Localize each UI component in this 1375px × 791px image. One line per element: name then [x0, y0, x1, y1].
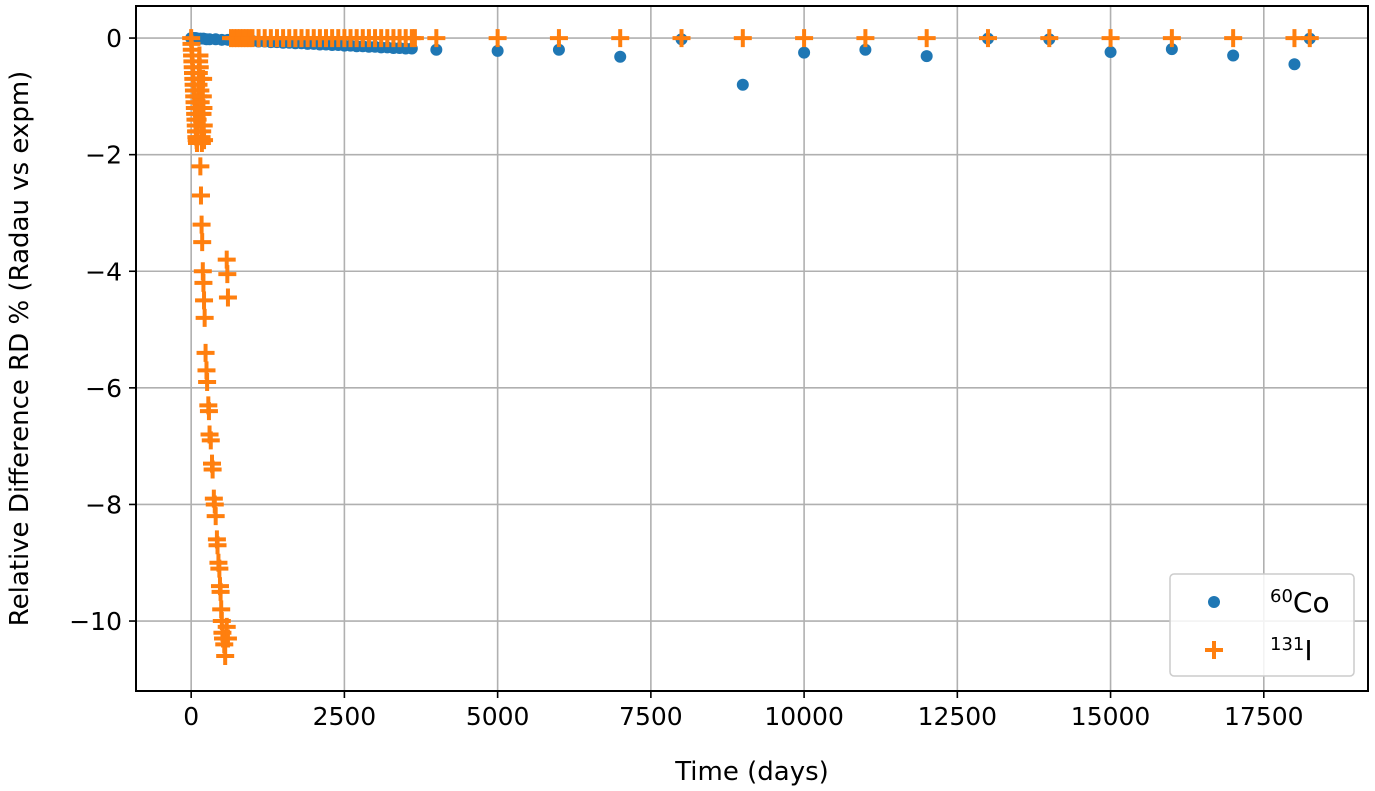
x-tick-label: 0	[183, 702, 199, 731]
legend-label-co60: 60Co	[1270, 586, 1330, 619]
data-points	[182, 29, 1319, 666]
x-tick-label: 15000	[1071, 702, 1151, 731]
y-tick-label: −4	[85, 257, 122, 286]
i131-point	[405, 29, 424, 48]
i131-point	[194, 273, 213, 292]
axes-frame	[135, 5, 1369, 692]
y-axis-label: Relative Difference RD % (Radau vs expm)	[5, 71, 35, 627]
i131-point	[206, 507, 225, 526]
i131-point	[193, 233, 212, 252]
i131-point	[1101, 29, 1120, 48]
x-tick-label: 10000	[764, 702, 844, 731]
i131-point	[196, 343, 215, 362]
i131-point	[549, 29, 568, 48]
ticks: 0 2500 5000 7500 10000 12500 15000 17500 0 −2 −4 −6…	[69, 24, 1303, 731]
y-tick-label: −2	[85, 141, 122, 170]
legend-marker-co60	[1208, 596, 1220, 608]
i131-point	[195, 291, 214, 310]
i131-point	[917, 29, 936, 48]
i131-point	[1224, 29, 1243, 48]
co60-point	[614, 50, 627, 63]
co60-point	[798, 46, 811, 59]
i131-point	[1162, 29, 1181, 48]
i131-point	[427, 29, 446, 48]
x-axis-label: Time (days)	[674, 757, 829, 787]
i131-point	[611, 29, 630, 48]
i131-point	[210, 559, 229, 578]
i131-point	[218, 288, 237, 307]
i131-point	[211, 582, 230, 601]
co60-point	[736, 78, 749, 91]
x-tick-label: 2500	[313, 702, 377, 731]
i131-point	[191, 186, 210, 205]
co60-point	[859, 43, 872, 56]
co60-point	[1288, 58, 1301, 71]
i131-point	[198, 373, 217, 392]
co60-point	[1104, 46, 1117, 59]
i131-point	[201, 431, 220, 450]
i131-point	[795, 29, 814, 48]
y-tick-label: −10	[69, 607, 122, 636]
i131-point	[191, 157, 210, 176]
legend-label-co60-symbol: Co	[1293, 586, 1330, 619]
co60-point	[552, 43, 565, 56]
i131-point	[194, 99, 213, 118]
i131-point	[195, 131, 214, 150]
co60-point	[1165, 43, 1178, 56]
i131-point	[192, 215, 211, 234]
i131-point	[1040, 29, 1059, 48]
y-tick-label: −6	[85, 374, 122, 403]
x-tick-label: 12500	[918, 702, 998, 731]
legend-circle-marker	[1208, 596, 1220, 608]
i131-point	[1285, 29, 1304, 48]
y-tick-label: 0	[106, 24, 122, 53]
co60-point	[430, 43, 443, 56]
x-tick-label: 7500	[619, 702, 683, 731]
i131-point	[218, 629, 237, 648]
i131-point	[194, 69, 213, 88]
i131-point	[199, 402, 218, 421]
grid	[136, 6, 1368, 691]
i131-point	[672, 29, 691, 48]
i131-point	[978, 29, 997, 48]
i131-point	[195, 308, 214, 327]
i131-point	[488, 29, 507, 48]
i131-point	[733, 29, 752, 48]
x-tick-label: 5000	[466, 702, 530, 731]
legend-label-co60-mass: 60	[1270, 586, 1293, 607]
legend-label-i131: 131I	[1270, 634, 1313, 667]
i131-point	[203, 460, 222, 479]
y-tick-label: −8	[85, 490, 122, 519]
legend-label-i131-symbol: I	[1304, 634, 1312, 667]
co60-point	[1227, 49, 1240, 62]
co60-point	[491, 44, 504, 57]
series-i131	[182, 29, 1319, 666]
i131-point	[208, 536, 227, 555]
legend-label-i131-mass: 131	[1270, 634, 1304, 655]
co60-point	[920, 50, 933, 63]
legend-plus-marker	[1205, 641, 1223, 659]
i131-point	[1300, 29, 1319, 48]
i131-point	[216, 647, 235, 666]
i131-point	[856, 29, 875, 48]
legend-marker-i131	[1205, 641, 1223, 659]
x-tick-label: 17500	[1224, 702, 1304, 731]
i131-point	[218, 265, 237, 284]
legend: 60Co 131I	[1169, 573, 1355, 677]
